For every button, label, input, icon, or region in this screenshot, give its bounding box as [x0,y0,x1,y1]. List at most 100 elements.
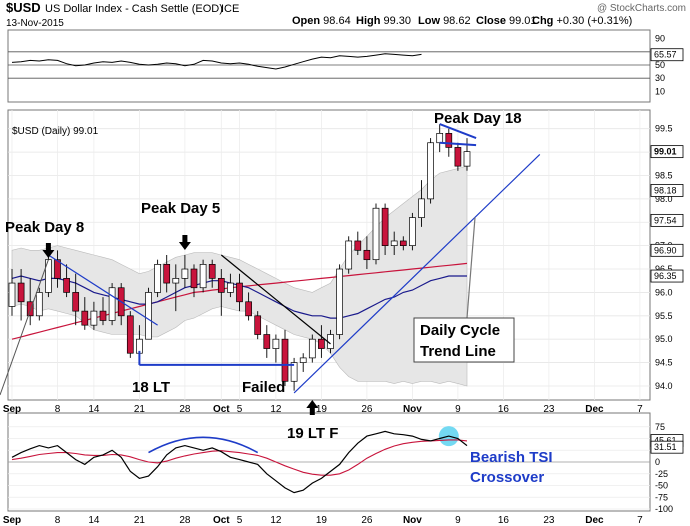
annotation-bearish-tsi: Bearish TSI [470,449,553,466]
candle-body [399,240,407,246]
xtick-bottom: 16 [498,515,510,526]
xtick-main: 28 [179,404,191,415]
xtick-main: 5 [237,404,243,415]
top-last-value: 65.57 [654,50,677,60]
price-last-value: 96.90 [654,245,677,255]
peak-flag-top [439,123,477,139]
tsi-ytick: -50 [655,481,668,491]
xtick-main: 16 [498,404,510,415]
annotation-crossover: Crossover [470,469,544,486]
tsi-top-arc [148,436,259,454]
top-oscillator-panel: 103050709065.57 [8,34,684,96]
price-ytick: 96.5 [655,264,673,274]
ohlc-high: High 99.30 [356,15,411,27]
xtick-bottom: 26 [361,515,373,526]
tsi-ytick: -25 [655,469,668,479]
price-ytick: 99.5 [655,124,673,134]
candle-body [390,240,398,246]
candle-body [427,142,434,200]
ohlc-open: Open 98.64 [292,15,351,27]
price-ytick: 96.0 [655,287,673,297]
xtick-main: 21 [134,404,146,415]
xtick-main: Dec [585,404,604,415]
annotation-trend-line: Trend Line [420,343,496,360]
price-ytick: 95.5 [655,311,673,321]
annotation-18-lt: 18 LT [132,379,170,396]
xtick-bottom: 12 [270,515,282,526]
price-ytick: 98.5 [655,170,673,180]
candle-body [99,310,107,321]
xtick-main: Oct [213,404,230,415]
daily-cycle-trend-line [293,154,541,394]
peak8-arrow-shaft [45,243,51,251]
ohlc-readout: Open 98.64 High 99.30 Low 98.62 Close 99.01… [292,15,632,27]
xtick-bottom: 8 [55,515,61,526]
price-last-value-box [650,269,684,283]
index-name: US Dollar Index - Cash Settle (EOD) [45,3,223,15]
candle-body [208,264,216,279]
xtick-main: Sep [3,404,21,415]
xtick-bottom: 7 [637,515,643,526]
xtick-bottom: Oct [213,515,230,526]
peak8-pointer [0,259,49,396]
xtick-main: 12 [270,404,282,415]
top-ytick-90: 90 [655,34,665,44]
candle-body [381,207,389,246]
exchange: ICE [221,3,239,15]
lt19-arrow-head [306,400,319,408]
candle-body [354,240,362,251]
xtick-main: Nov [403,404,422,415]
xtick-main: 9 [455,404,461,415]
price-last-value: 98.18 [654,185,677,195]
ohlc-low: Low 98.62 [418,15,471,27]
trend-line-label-box [413,317,515,363]
candle-body [281,338,289,382]
annotation-peak-day-8: Peak Day 8 [5,219,84,236]
price-last-value: 97.54 [654,215,677,225]
tsi-last-value: 31.51 [654,442,677,452]
price-last-value-box [650,243,684,257]
xtick-bottom: 23 [543,515,555,526]
candle-body [445,133,453,148]
price-ytick: 94.0 [655,381,673,391]
downtrend-line-2 [220,254,331,345]
candle-body [227,282,234,293]
candle-body [145,292,152,340]
candle-body [436,133,444,144]
candle-body [81,310,89,326]
tsi-signal-line [11,439,468,476]
top-ytick-50: 50 [655,60,665,70]
chart-date: 13-Nov-2015 [6,18,64,29]
tsi-ytick: -100 [655,504,673,514]
top-ytick-30: 30 [655,73,665,83]
candle-body [190,268,198,289]
xtick-bottom: 14 [88,515,100,526]
candle-body [163,264,171,284]
annotation-peak-day-5: Peak Day 5 [141,200,220,217]
peak5-arrow-shaft [182,235,188,243]
candle-body [54,259,61,279]
top-oscillator-line [11,53,422,70]
price-last-value: 99.01 [654,147,677,157]
annotation-daily-cycle: Daily Cycle [420,322,500,339]
lt19-arrow-shaft [309,407,315,415]
xtick-bottom: 21 [134,515,146,526]
candle-body [363,249,371,261]
candle-body [63,278,70,293]
xtick-main: 14 [88,404,100,415]
price-last-value-box [650,213,684,227]
xtick-main: 8 [55,404,61,415]
chart-header: $USD US Dollar Index - Cash Settle (EOD)… [6,0,686,29]
main-panel-frame [7,109,651,401]
xtick-bottom: Dec [585,515,604,526]
xtick-main: 23 [543,404,555,415]
candle-body [245,301,252,317]
candle-body [299,357,307,363]
candle-body [217,278,225,293]
xtick-bottom: Nov [403,515,422,526]
annotation-19-lt-failed: 19 LT F [287,425,338,442]
price-ytick: 95.0 [655,334,673,344]
price-last-value: 96.35 [654,271,677,281]
xtick-bottom: Sep [3,515,21,526]
annotation-failed: Failed [242,379,285,396]
